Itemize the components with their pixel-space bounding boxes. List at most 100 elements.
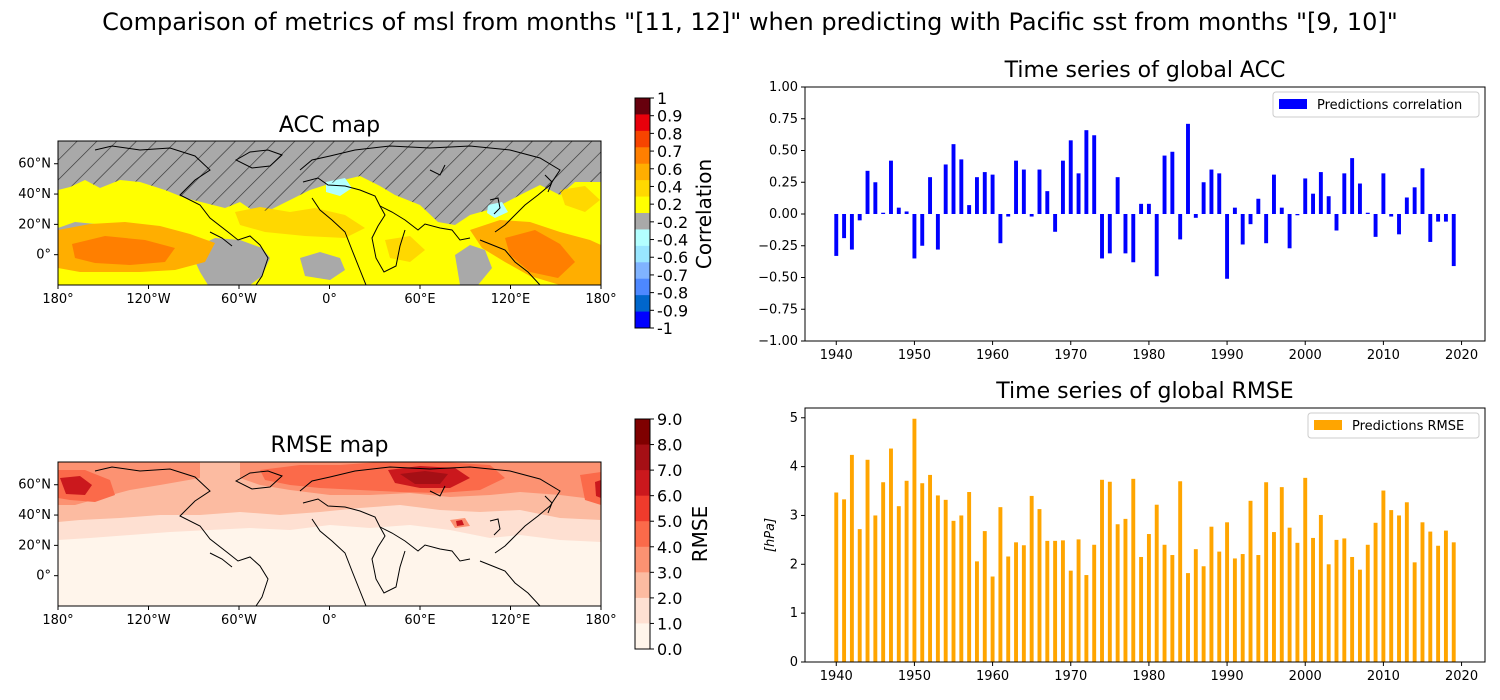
bar [873, 515, 878, 662]
bar [1264, 482, 1269, 662]
colorbar-tick-label: 3.0 [657, 563, 682, 582]
colorbar-tick-label: -0.9 [657, 301, 688, 320]
bar [1006, 214, 1011, 217]
lon-tick-label: 180° [42, 613, 73, 628]
y-tick-label: −1.00 [758, 334, 798, 349]
lon-tick-label: 120°W [126, 292, 170, 307]
bar [1021, 169, 1026, 214]
bar [1178, 214, 1183, 240]
acc-legend: Predictions correlation [1272, 91, 1480, 118]
bar [1326, 196, 1331, 214]
lon-tick-label: 0° [322, 613, 337, 628]
y-tick-label: 1.00 [769, 80, 798, 95]
bar [1162, 155, 1167, 214]
bar [1084, 575, 1089, 662]
bar [1272, 174, 1276, 214]
bar [935, 214, 940, 250]
y-tick-label: 0.25 [769, 175, 798, 190]
colorbar-tick-label: 7.0 [657, 461, 682, 480]
bar [1139, 556, 1144, 662]
acc-map-field [58, 141, 601, 285]
colorbar-tick-label: 1.0 [657, 614, 682, 633]
colorbar-segment [635, 295, 650, 313]
bar [1381, 173, 1386, 214]
bar [1295, 542, 1300, 662]
bar [1146, 203, 1151, 214]
colorbar-tick-label: -1 [657, 319, 673, 338]
bar [1451, 542, 1456, 662]
lat-tick-label: 40°N [18, 187, 51, 202]
bar [1225, 214, 1230, 279]
bar [1014, 160, 1018, 214]
bar [982, 531, 987, 662]
x-tick-label: 2000 [1289, 669, 1322, 684]
lat-tick-label: 60°N [18, 157, 51, 172]
colorbar-tick-label: 0.8 [657, 124, 682, 143]
bar [1287, 214, 1292, 249]
rmse-chart-title: Time series of global RMSE [995, 379, 1293, 404]
bar [889, 160, 893, 214]
lat-tick-label: 40°N [18, 508, 51, 523]
lat-tick-label: 0° [36, 248, 51, 263]
bar [1154, 214, 1159, 277]
bar [873, 182, 878, 214]
colorbar-tick-label: 4.0 [657, 538, 682, 557]
rmse-colorbar-label: RMSE [688, 506, 712, 562]
bar [1084, 130, 1089, 214]
bar [1318, 514, 1323, 662]
bar [1029, 214, 1034, 217]
bar [1373, 522, 1378, 662]
bar [1443, 214, 1448, 222]
bar [904, 480, 909, 662]
lat-tick-label: 60°N [18, 478, 51, 493]
bar [982, 172, 987, 214]
bar [1107, 481, 1112, 662]
x-tick-label: 1970 [1054, 669, 1087, 684]
colorbar-segment [635, 196, 650, 214]
bar [1272, 532, 1276, 662]
bar [1232, 558, 1237, 662]
bar [1037, 169, 1042, 214]
bar [1295, 214, 1300, 216]
x-tick-label: 1940 [820, 669, 853, 684]
bar [1201, 566, 1206, 662]
bar [1115, 524, 1120, 662]
colorbar-tick-label: 2.0 [657, 589, 682, 608]
bar [1131, 214, 1136, 263]
bar [943, 164, 948, 214]
bar [1107, 214, 1112, 254]
acc-legend-swatch [1279, 99, 1307, 109]
rmse-legend: Predictions RMSE [1307, 412, 1480, 439]
lon-tick-label: 120°E [491, 613, 531, 628]
colorbar-segment [635, 130, 650, 148]
colorbar-segment [635, 114, 650, 132]
bar [951, 144, 956, 214]
colorbar-segment [635, 623, 650, 650]
rmse-timeseries-chart: Time series of global RMSE 1940 1950 1960 1… [763, 379, 1486, 684]
x-tick-label: 2000 [1289, 348, 1322, 363]
bar [849, 454, 854, 662]
rmse-legend-label: Predictions RMSE [1352, 419, 1464, 434]
colorbar-tick-label: 0.0 [657, 640, 682, 659]
y-tick-label: −0.25 [758, 239, 798, 254]
bar [998, 507, 1003, 662]
colorbar-segment [635, 495, 650, 522]
figure-suptitle: Comparison of metrics of msl from months… [102, 8, 1398, 36]
colorbar-tick-label: 0.6 [657, 160, 682, 179]
bar [1311, 537, 1315, 662]
bar [1037, 509, 1042, 662]
lon-tick-label: 60°W [221, 613, 257, 628]
bar [1365, 544, 1370, 662]
colorbar-tick-label: 6.0 [657, 487, 682, 506]
lon-tick-label: 180° [42, 292, 73, 307]
bar [1326, 564, 1331, 662]
bar [959, 515, 964, 662]
colorbar-tick-label: -0.7 [657, 266, 688, 285]
x-tick-label: 1950 [898, 669, 931, 684]
bar [1436, 545, 1441, 662]
bar [1045, 191, 1050, 214]
bar [881, 482, 886, 662]
colorbar-segment [635, 180, 650, 198]
bar [998, 214, 1003, 244]
bar [1287, 527, 1292, 662]
